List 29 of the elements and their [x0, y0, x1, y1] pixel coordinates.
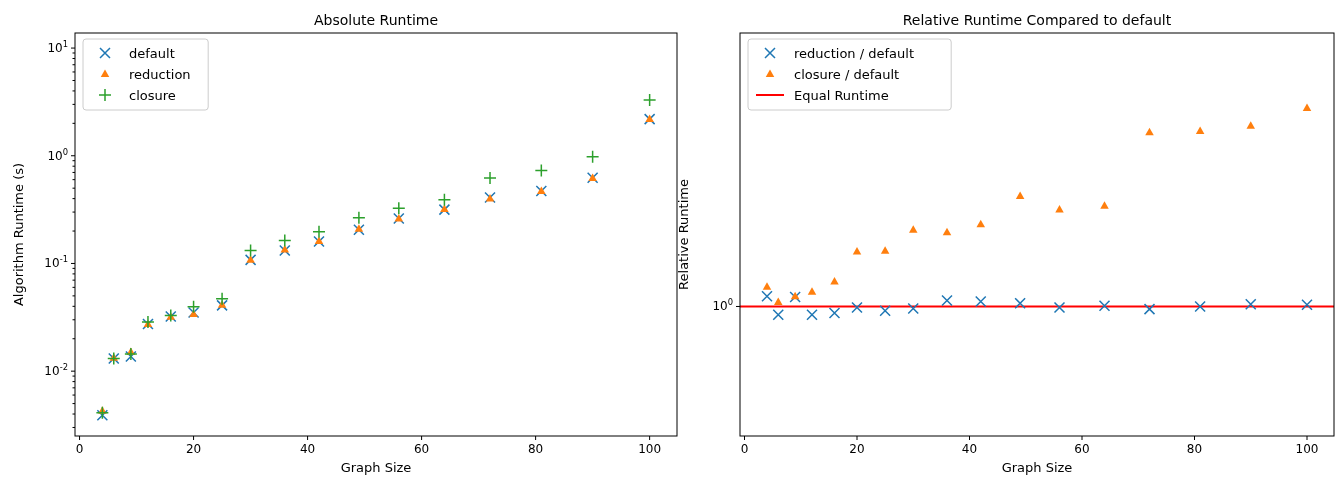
- x-tick-label: 0: [740, 442, 749, 456]
- y-tick-label: 10$^{1}$: [47, 39, 68, 56]
- x-tick-label: 20: [185, 442, 202, 456]
- legend-label: closure / default: [794, 67, 900, 82]
- x-tick-label: 100: [638, 442, 662, 456]
- y-axis-title: Relative Runtime: [676, 179, 691, 290]
- y-tick-label: 10$^{0}$: [47, 146, 68, 163]
- legend-label: reduction: [129, 67, 191, 82]
- x-axis-title: Graph Size: [1001, 460, 1073, 475]
- x-tick-label: 60: [413, 442, 430, 456]
- x-tick-label: 40: [961, 442, 978, 456]
- x-tick-label: 20: [849, 442, 865, 456]
- text: 10$^{0}$: [712, 297, 733, 314]
- legend-label: closure: [129, 88, 176, 103]
- legend-label: Equal Runtime: [794, 88, 889, 103]
- chart-title: Absolute Runtime: [313, 12, 439, 28]
- x-tick-label: 0: [75, 442, 84, 456]
- chart-title: Relative Runtime Compared to default: [902, 12, 1172, 28]
- x-tick-label: 100: [1295, 442, 1319, 456]
- x-tick-label: 80: [1186, 442, 1203, 456]
- y-axis-title: Algorithm Runtime (s): [11, 162, 26, 307]
- legend-label: reduction / default: [794, 46, 914, 61]
- legend-label: default: [129, 46, 175, 61]
- y-tick-label: 10$^{-2}$: [44, 362, 68, 379]
- x-tick-label: 40: [299, 442, 316, 456]
- y-tick-label: 10$^{-1}$: [44, 254, 68, 271]
- x-tick-label: 80: [527, 442, 544, 456]
- x-axis-title: Graph Size: [340, 460, 412, 475]
- x-tick-label: 60: [1074, 442, 1090, 456]
